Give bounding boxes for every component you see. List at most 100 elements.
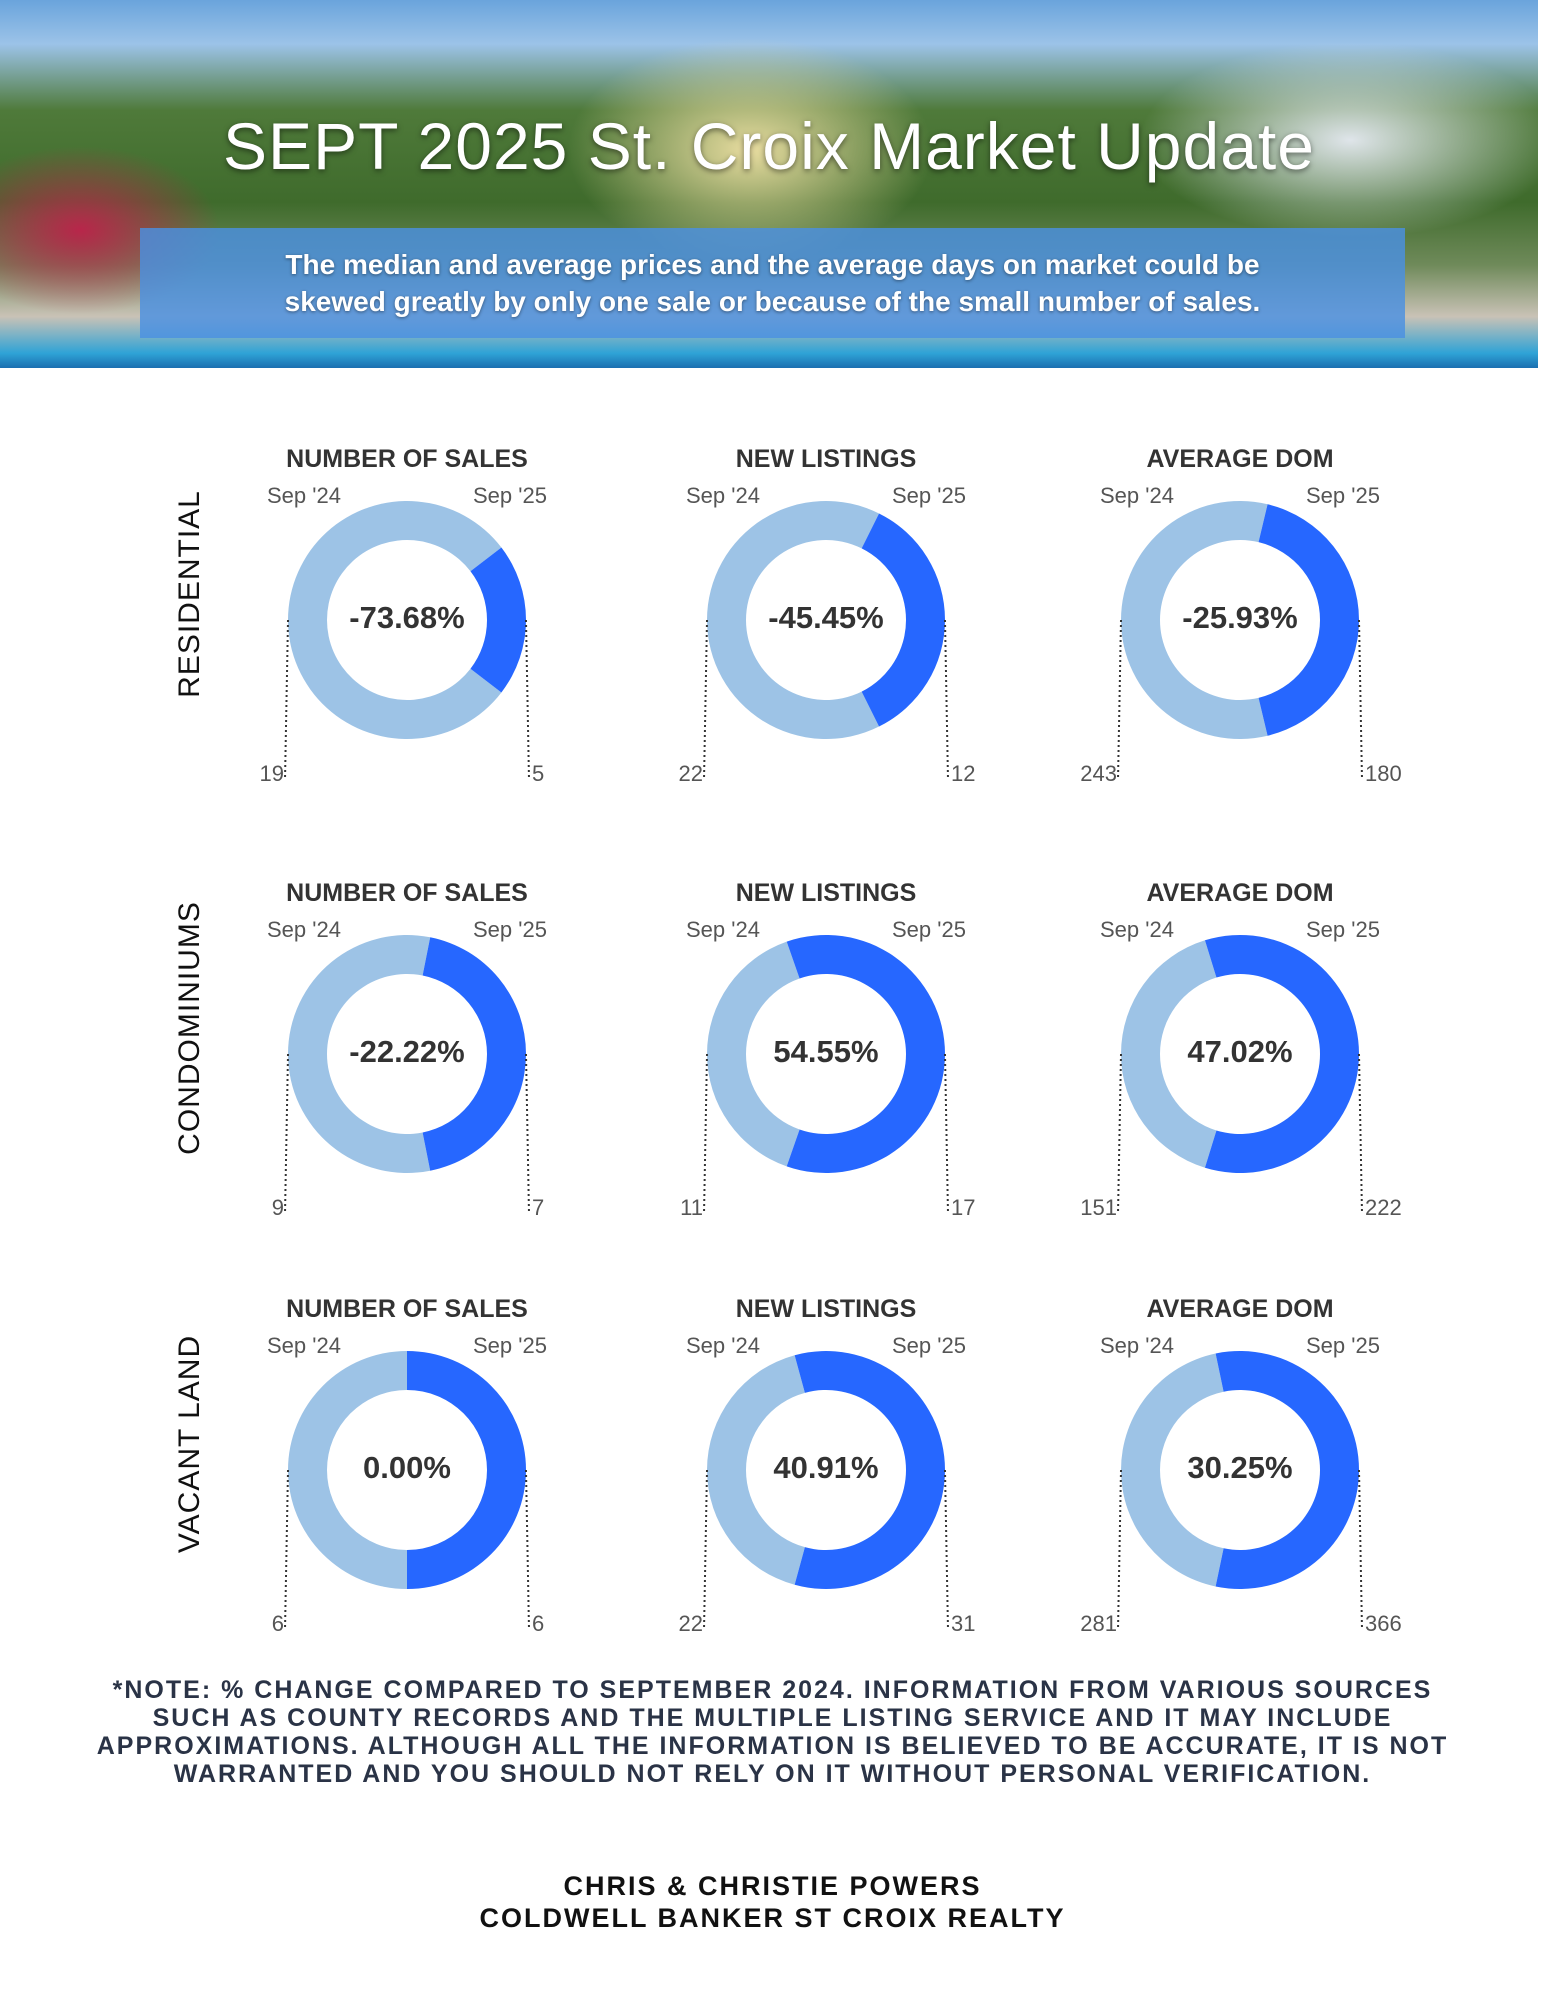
donut-chart	[284, 500, 530, 781]
donut-chart	[1117, 935, 1363, 1215]
prior-value: 11	[680, 1195, 703, 1220]
donut-segment-prior	[288, 500, 502, 739]
donut-chart	[703, 935, 949, 1215]
percent-change: -73.68%	[349, 600, 465, 635]
leader-line-prior	[703, 619, 708, 781]
donut-chart	[1117, 500, 1363, 781]
leader-line-current	[1358, 619, 1363, 781]
page-title: SEPT 2025 St. Croix Market Update	[223, 109, 1315, 183]
metric-title: NUMBER OF SALES	[286, 445, 528, 473]
donut-segment-current	[794, 1351, 945, 1589]
brokerage-name: COLDWELL BANKER ST CROIX REALTY	[479, 1903, 1066, 1933]
donut-chart	[284, 1351, 530, 1631]
section-label-residential: RESIDENTIAL	[173, 490, 206, 698]
donut-segment-current	[470, 547, 526, 693]
current-period-label: Sep '25	[1306, 483, 1380, 508]
metric-title: NUMBER OF SALES	[286, 879, 528, 907]
donut-segment-current	[407, 1351, 526, 1589]
prior-value: 151	[1080, 1195, 1117, 1220]
metric-title: AVERAGE DOM	[1146, 1295, 1334, 1323]
disclaimer-line: skewed greatly by only one sale or becau…	[284, 286, 1261, 317]
donut-segment-current	[1215, 1351, 1359, 1589]
section-label-vacant-land: VACANT LAND	[173, 1334, 206, 1554]
prior-period-label: Sep '24	[267, 1333, 341, 1358]
leader-line-prior	[284, 1469, 289, 1631]
current-value: 180	[1365, 761, 1402, 786]
metric-title: NEW LISTINGS	[735, 445, 917, 473]
current-period-label: Sep '25	[473, 483, 547, 508]
current-period-label: Sep '25	[1306, 1333, 1380, 1358]
percent-change: 47.02%	[1187, 1034, 1293, 1069]
prior-period-label: Sep '24	[1100, 483, 1174, 508]
prior-period-label: Sep '24	[1100, 917, 1174, 942]
leader-line-current	[525, 1053, 530, 1215]
percent-change: -22.22%	[349, 1034, 465, 1069]
leader-line-current	[1358, 1053, 1363, 1215]
donut-chart	[703, 1351, 949, 1631]
current-value: 5	[532, 761, 545, 786]
section-label-condominiums: CONDOMINIUMS	[173, 901, 206, 1155]
percent-change: -45.45%	[768, 600, 884, 635]
donut-chart	[1117, 1351, 1363, 1631]
disclaimer-line: The median and average prices and the av…	[285, 249, 1260, 280]
metric-title: NEW LISTINGS	[735, 879, 917, 907]
current-value: 366	[1365, 1611, 1402, 1636]
current-value: 6	[532, 1611, 545, 1636]
prior-value: 243	[1080, 761, 1117, 786]
leader-line-prior	[703, 1469, 708, 1631]
prior-value: 22	[678, 761, 703, 786]
donut-segment-prior	[1121, 500, 1268, 739]
prior-period-label: Sep '24	[267, 917, 341, 942]
donut-segment-prior	[707, 941, 800, 1167]
leader-line-current	[944, 1469, 949, 1631]
metric-title: NEW LISTINGS	[735, 1295, 917, 1323]
leader-line-current	[944, 1053, 949, 1215]
leader-line-prior	[284, 1053, 289, 1215]
leader-line-current	[944, 619, 949, 781]
metric-title: NUMBER OF SALES	[286, 1295, 528, 1323]
donut-segment-current	[422, 937, 526, 1171]
prior-value: 19	[259, 761, 284, 786]
percent-change: 40.91%	[773, 1450, 879, 1485]
current-period-label: Sep '25	[892, 1333, 966, 1358]
prior-value: 9	[271, 1195, 284, 1220]
header-banner: SEPT 2025 St. Croix Market Update The me…	[0, 0, 1538, 368]
disclaimer-banner: The median and average prices and the av…	[140, 228, 1405, 338]
current-value: 222	[1365, 1195, 1402, 1220]
percent-change: 30.25%	[1187, 1450, 1293, 1485]
donut-segment-prior	[707, 501, 880, 739]
leader-line-prior	[1117, 1053, 1122, 1215]
leader-line-prior	[1117, 1469, 1122, 1631]
leader-line-prior	[284, 619, 289, 781]
disclaimer-note: *NOTE: % CHANGE COMPARED TO SEPTEMBER 20…	[96, 1676, 1449, 1788]
prior-value: 6	[271, 1611, 284, 1636]
donut-chart	[284, 935, 530, 1215]
leader-line-current	[525, 619, 530, 781]
donut-segment-prior	[288, 1351, 407, 1589]
leader-line-current	[525, 1469, 530, 1631]
current-value: 31	[951, 1611, 976, 1636]
current-period-label: Sep '25	[473, 917, 547, 942]
percent-change: 0.00%	[363, 1450, 451, 1485]
donut-chart	[703, 501, 949, 781]
donut-segment-current	[1258, 504, 1359, 736]
donut-segment-current	[786, 935, 945, 1173]
percent-change: 54.55%	[773, 1034, 879, 1069]
prior-period-label: Sep '24	[1100, 1333, 1174, 1358]
donut-segment-prior	[1121, 1353, 1224, 1587]
donut-segment-current	[1204, 935, 1359, 1173]
current-period-label: Sep '25	[473, 1333, 547, 1358]
donut-segment-prior	[288, 935, 431, 1173]
leader-line-prior	[703, 1053, 708, 1215]
leader-line-prior	[1117, 619, 1122, 781]
current-value: 7	[532, 1195, 545, 1220]
percent-change: -25.93%	[1182, 600, 1298, 635]
donut-segment-prior	[707, 1355, 805, 1585]
current-value: 17	[951, 1195, 976, 1220]
leader-line-current	[1358, 1469, 1363, 1631]
current-period-label: Sep '25	[892, 917, 966, 942]
donut-segment-current	[861, 513, 945, 727]
prior-period-label: Sep '24	[267, 483, 341, 508]
prior-value: 22	[678, 1611, 703, 1636]
prior-period-label: Sep '24	[686, 483, 760, 508]
